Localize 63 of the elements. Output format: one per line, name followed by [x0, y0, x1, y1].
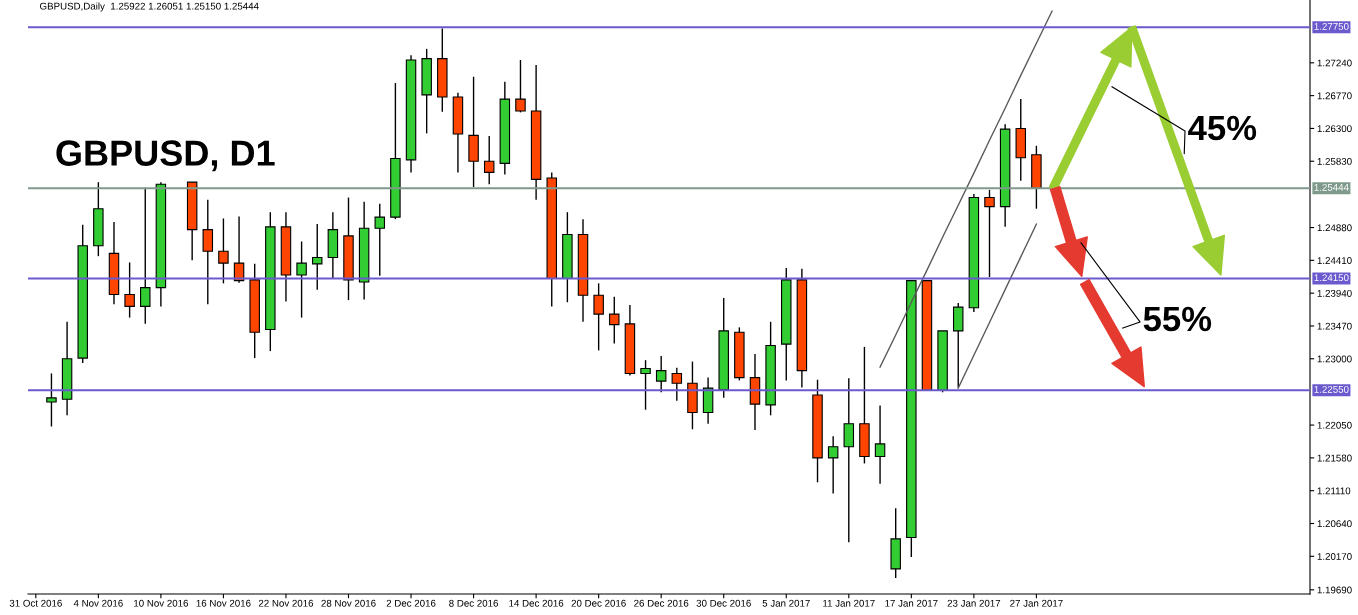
candlestick	[640, 359, 651, 411]
x-tick-label: 31 Oct 2016	[9, 599, 62, 607]
y-tick-label: 1.23470	[1317, 322, 1352, 330]
candlestick	[655, 355, 667, 393]
candlestick	[593, 282, 604, 352]
candlestick	[233, 215, 245, 284]
annotation: 45%	[1188, 115, 1257, 141]
x-tick-label: 14 Dec 2016	[509, 599, 564, 607]
y-tick-label: 1.20170	[1317, 553, 1352, 560]
x-tick-label: 5 Jan 2017	[762, 599, 810, 607]
x-tick-label: 20 Dec 2016	[571, 599, 626, 607]
ref-line-label: 1.25444	[1314, 183, 1349, 191]
line-series	[879, 10, 1053, 368]
ref-line-label: 1.24150	[1314, 274, 1349, 282]
x-tick-label: 10 Nov 2016	[134, 599, 189, 607]
candlestick	[296, 240, 307, 319]
y-tick-label: 1.25830	[1317, 157, 1352, 165]
candlestick	[483, 135, 495, 185]
candlestick	[124, 261, 135, 319]
x-tick-label: 8 Dec 2016	[449, 599, 499, 607]
x-tick-label: 30 Dec 2016	[696, 599, 751, 607]
ref-line-label: 1.27750	[1314, 22, 1349, 30]
x-tick-label: 27 Jan 2017	[1010, 599, 1063, 607]
candlestick	[671, 367, 683, 402]
x-tick-label: 22 Nov 2016	[258, 599, 314, 607]
candlestick	[827, 435, 839, 495]
y-tick-label: 1.20640	[1317, 520, 1352, 528]
y-tick-label: 1.19690	[1317, 586, 1352, 594]
x-tick-label: 28 Nov 2016	[321, 599, 376, 607]
x-tick-label: 4 Nov 2016	[73, 599, 123, 607]
y-tick-label: 1.26300	[1317, 125, 1352, 133]
y-tick-label: 1.21580	[1317, 454, 1352, 462]
y-tick-label: 1.27240	[1317, 59, 1352, 67]
candlestick	[609, 295, 620, 345]
y-tick-label: 1.21110	[1317, 487, 1351, 495]
x-tick-label: 2 Dec 2016	[386, 599, 436, 607]
text: GBPUSD, D1	[56, 140, 275, 172]
candlestick	[874, 404, 886, 485]
y-tick-label: 1.24410	[1317, 257, 1352, 264]
candlestick	[374, 203, 386, 277]
x-tick-label: 17 Jan 2017	[885, 599, 938, 607]
candlestick	[218, 217, 229, 285]
candlestick	[202, 198, 214, 306]
y-tick-label: 1.23000	[1317, 355, 1352, 363]
candlestick	[515, 59, 526, 114]
chart-subtitle: GBPUSD,Daily 1.25922 1.26051 1.25150 1.25444	[40, 2, 259, 12]
y-tick-label: 1.24880	[1317, 224, 1352, 232]
x-tick-label: 23 Jan 2017	[947, 599, 1001, 607]
ref-line-label: 1.22550	[1314, 385, 1349, 393]
candlestick	[984, 189, 995, 278]
x-tick-label: 11 Jan 2017	[823, 599, 875, 607]
y-tick-label: 1.23940	[1317, 289, 1352, 297]
candlestick	[843, 377, 855, 544]
x-tick-label: 16 Nov 2016	[196, 599, 251, 607]
y-tick-label: 1.22050	[1317, 421, 1352, 429]
y-tick-label: 1.26770	[1317, 92, 1352, 100]
candlestick	[140, 187, 151, 325]
x-tick-label: 26 Dec 2016	[634, 599, 689, 607]
candlestick	[311, 223, 323, 291]
line-series	[957, 223, 1038, 389]
candlestick	[46, 372, 57, 428]
annotation: 55%	[1143, 306, 1212, 332]
candlestick	[952, 302, 964, 389]
